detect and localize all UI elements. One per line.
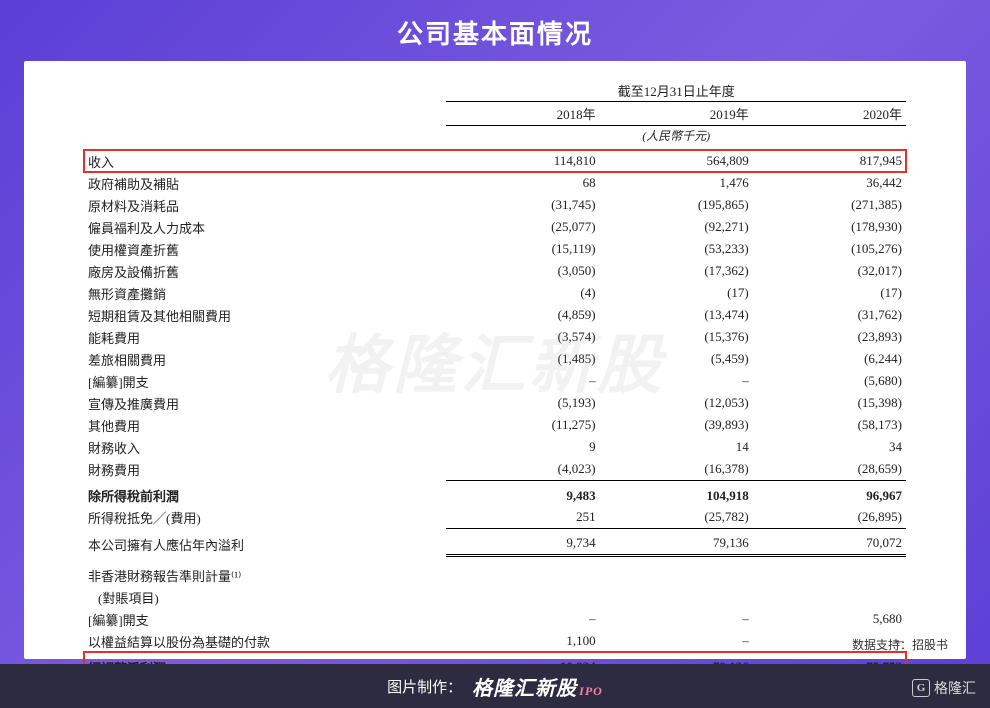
unit-label: (人民幣千元) <box>446 125 906 150</box>
profit-row: 本公司擁有人應佔年內溢利 9,734 79,136 70,072 <box>84 529 906 556</box>
row-value: (271,385) <box>753 194 906 216</box>
pretax-row: 除所得稅前利潤 9,483 104,918 96,967 <box>84 480 906 507</box>
table-row: 其他費用(11,275)(39,893)(58,173) <box>84 414 906 436</box>
table-row: 廠房及設備折舊(3,050)(17,362)(32,017) <box>84 260 906 282</box>
row-value: (58,173) <box>753 414 906 436</box>
row-label: 差旅相關費用 <box>84 348 446 370</box>
year-2020: 2020年 <box>753 102 906 126</box>
source-note: 数据支持：招股书 <box>852 636 948 653</box>
period-header: 截至12月31日止年度 <box>446 79 906 102</box>
table-row: 使用權資產折舊(15,119)(53,233)(105,276) <box>84 238 906 260</box>
table-row: 原材料及消耗品(31,745)(195,865)(271,385) <box>84 194 906 216</box>
row-value: 68 <box>446 172 599 194</box>
row-value: (32,017) <box>753 260 906 282</box>
footer-label: 图片制作： <box>387 676 462 697</box>
row-value: (3,050) <box>446 260 599 282</box>
row-value: 114,810 <box>446 150 599 172</box>
row-value: (195,865) <box>600 194 753 216</box>
table-row: 能耗費用(3,574)(15,376)(23,893) <box>84 326 906 348</box>
row-value: 34 <box>753 436 906 458</box>
row-value: (17,362) <box>600 260 753 282</box>
row-label: 無形資產攤銷 <box>84 282 446 304</box>
table-row: 財務收入91434 <box>84 436 906 458</box>
adj1-row: [編纂]開支 – – 5,680 <box>84 608 906 630</box>
row-value: 817,945 <box>753 150 906 172</box>
row-label: 其他費用 <box>84 414 446 436</box>
row-label: 財務費用 <box>84 458 446 480</box>
table-row: 短期租賃及其他相關費用(4,859)(13,474)(31,762) <box>84 304 906 326</box>
row-value: (17) <box>753 282 906 304</box>
row-value: (53,233) <box>600 238 753 260</box>
row-value: (31,762) <box>753 304 906 326</box>
row-value: – <box>600 370 753 392</box>
row-value: (105,276) <box>753 238 906 260</box>
row-value: (5,680) <box>753 370 906 392</box>
row-value: 564,809 <box>600 150 753 172</box>
table-row: 收入114,810564,809817,945 <box>84 150 906 172</box>
year-header-row: 2018年 2019年 2020年 <box>84 102 906 126</box>
table-row: 宣傳及推廣費用(5,193)(12,053)(15,398) <box>84 392 906 414</box>
row-label: 僱員福利及人力成本 <box>84 216 446 238</box>
corner-logo: G 格隆汇 <box>912 678 976 698</box>
row-label: [編纂]開支 <box>84 370 446 392</box>
row-value: (16,378) <box>600 458 753 480</box>
row-value: (28,659) <box>753 458 906 480</box>
row-value: (4,859) <box>446 304 599 326</box>
row-value: (17) <box>600 282 753 304</box>
row-value: (6,244) <box>753 348 906 370</box>
row-label: 使用權資產折舊 <box>84 238 446 260</box>
period-header-row: 截至12月31日止年度 <box>84 79 906 102</box>
logo-icon: G <box>912 679 930 697</box>
table-row: 財務費用(4,023)(16,378)(28,659) <box>84 458 906 480</box>
row-value: (11,275) <box>446 414 599 436</box>
row-value: (12,053) <box>600 392 753 414</box>
row-value: (4,023) <box>446 458 599 480</box>
row-label: 宣傳及推廣費用 <box>84 392 446 414</box>
table-row: 無形資產攤銷(4)(17)(17) <box>84 282 906 304</box>
financial-table: 截至12月31日止年度 2018年 2019年 2020年 (人民幣千元) 收入… <box>84 79 906 681</box>
financial-sheet: 格隆汇新股 截至12月31日止年度 2018年 2019年 2020年 (人民幣… <box>24 61 966 659</box>
row-value: (92,271) <box>600 216 753 238</box>
table-row: 差旅相關費用(1,485)(5,459)(6,244) <box>84 348 906 370</box>
row-value: (39,893) <box>600 414 753 436</box>
footer-brand: 格隆汇新股IPO <box>472 672 603 701</box>
table-row: 僱員福利及人力成本(25,077)(92,271)(178,930) <box>84 216 906 238</box>
row-value: (4) <box>446 282 599 304</box>
adj2-row: 以權益結算以股份為基礎的付款 1,100 – – <box>84 630 906 652</box>
row-value: (5,193) <box>446 392 599 414</box>
table-row: 政府補助及補貼681,47636,442 <box>84 172 906 194</box>
row-label: 政府補助及補貼 <box>84 172 446 194</box>
footer-bar: 图片制作： 格隆汇新股IPO G 格隆汇 <box>0 664 990 708</box>
unit-row: (人民幣千元) <box>84 125 906 150</box>
row-label: 短期租賃及其他相關費用 <box>84 304 446 326</box>
row-value: (31,745) <box>446 194 599 216</box>
year-2018: 2018年 <box>446 102 599 126</box>
row-value: (13,474) <box>600 304 753 326</box>
row-label: 財務收入 <box>84 436 446 458</box>
table-row: [編纂]開支––(5,680) <box>84 370 906 392</box>
row-value: 36,442 <box>753 172 906 194</box>
row-value: (1,485) <box>446 348 599 370</box>
page-title: 公司基本面情况 <box>0 0 990 61</box>
row-value: (25,077) <box>446 216 599 238</box>
row-value: (5,459) <box>600 348 753 370</box>
row-value: (23,893) <box>753 326 906 348</box>
row-value: (15,398) <box>753 392 906 414</box>
row-label: 原材料及消耗品 <box>84 194 446 216</box>
row-value: (3,574) <box>446 326 599 348</box>
row-value: (15,376) <box>600 326 753 348</box>
row-label: 能耗費用 <box>84 326 446 348</box>
row-label: 收入 <box>84 150 446 172</box>
row-value: (15,119) <box>446 238 599 260</box>
row-value: – <box>446 370 599 392</box>
year-2019: 2019年 <box>600 102 753 126</box>
row-value: 14 <box>600 436 753 458</box>
nonhk-header-row: 非香港財務報告準則計量⁽¹⁾ <box>84 556 906 587</box>
row-value: (178,930) <box>753 216 906 238</box>
row-value: 9 <box>446 436 599 458</box>
row-label: 廠房及設備折舊 <box>84 260 446 282</box>
tax-row: 所得稅抵免╱(費用) 251 (25,782) (26,895) <box>84 507 906 529</box>
nonhk-sub-row: (對賬項目) <box>84 586 906 608</box>
row-value: 1,476 <box>600 172 753 194</box>
